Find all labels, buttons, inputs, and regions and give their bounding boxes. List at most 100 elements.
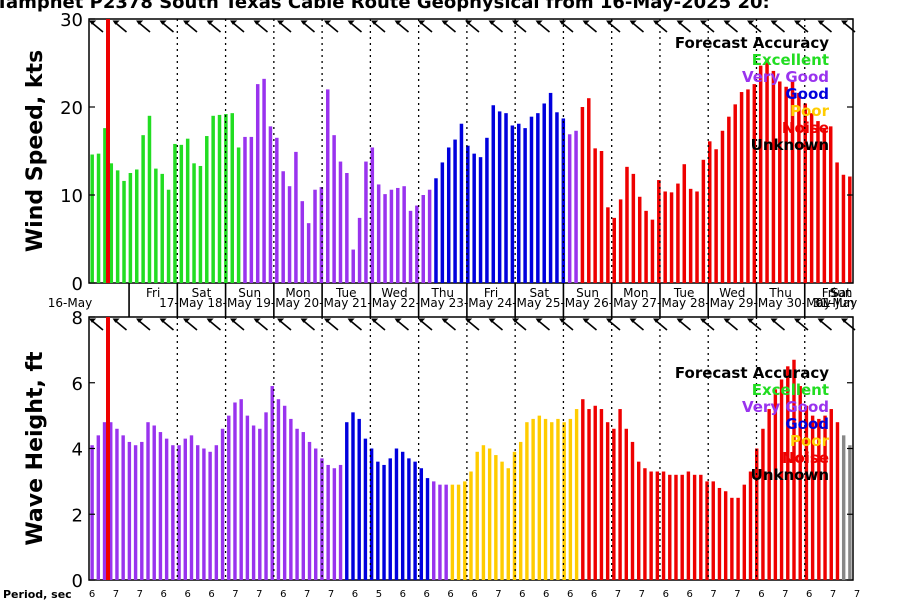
bar <box>122 180 126 283</box>
wind-arrowhead <box>253 318 261 323</box>
bar <box>158 432 163 580</box>
wind-arrowhead <box>488 318 496 323</box>
bar <box>183 438 187 580</box>
wind-arrowhead <box>136 20 144 25</box>
bar <box>680 474 684 580</box>
bar <box>625 166 629 283</box>
bar <box>173 143 177 283</box>
bar <box>494 455 498 580</box>
bar <box>755 448 759 580</box>
legend-entry: Very Good <box>742 398 829 416</box>
bar <box>233 402 237 580</box>
bar <box>773 389 778 580</box>
bar <box>797 92 801 283</box>
bar <box>338 464 343 580</box>
bar <box>612 217 616 283</box>
bar <box>525 422 529 580</box>
bar <box>512 451 517 580</box>
date-label: 19-May <box>256 296 300 310</box>
bar <box>655 471 660 580</box>
wind-arrowhead <box>747 318 755 323</box>
day-label: Sun <box>238 286 261 300</box>
bar <box>723 491 728 580</box>
bar <box>790 81 795 283</box>
bar <box>779 379 784 580</box>
bar <box>357 418 361 580</box>
bar <box>581 399 585 580</box>
wind-arrowhead <box>582 318 590 323</box>
bar <box>739 92 744 283</box>
day-label: Wed <box>381 286 407 300</box>
period-value: 7 <box>232 589 238 600</box>
wind-arrowhead <box>347 20 355 25</box>
bar <box>227 415 231 581</box>
wind-arrowhead <box>723 318 731 323</box>
date-label: 17-May <box>159 296 203 310</box>
bar <box>109 163 114 283</box>
bar <box>96 153 101 283</box>
bar <box>475 451 479 580</box>
bar <box>510 125 515 283</box>
bar <box>574 409 579 580</box>
wind-arrowhead <box>277 318 285 323</box>
y-tick-label: 8 <box>72 308 83 329</box>
bar <box>504 113 508 283</box>
bar <box>179 144 184 283</box>
wind-arrowhead <box>794 318 802 323</box>
bar <box>345 173 349 283</box>
day-label: Mon <box>285 286 310 300</box>
bar <box>612 428 616 580</box>
wind-arrowhead <box>89 20 97 25</box>
date-label: 24-May <box>497 296 541 310</box>
bar <box>778 81 782 283</box>
legend-entry: Noise <box>782 449 829 467</box>
bar <box>822 129 827 283</box>
bar <box>841 435 846 580</box>
bar <box>314 448 318 580</box>
wind-arrowhead <box>794 20 802 25</box>
bar <box>251 425 256 580</box>
bar <box>758 65 763 283</box>
period-value: 6 <box>591 589 597 600</box>
wind-arrowhead <box>770 318 778 323</box>
bar <box>245 415 250 581</box>
wind-arrowhead <box>676 20 684 25</box>
bar <box>198 165 203 283</box>
bar <box>742 484 747 580</box>
period-value: 6 <box>400 589 406 600</box>
bar <box>714 149 718 283</box>
day-label: Tue <box>335 286 357 300</box>
bar <box>109 422 113 580</box>
bar <box>798 386 802 580</box>
date-label: 26-May <box>593 296 637 310</box>
bar <box>415 205 419 283</box>
bar <box>618 199 623 283</box>
period-value: 6 <box>806 589 812 600</box>
bar <box>90 445 94 580</box>
wind-arrowhead <box>841 318 849 323</box>
bar <box>220 428 225 580</box>
wind-arrowhead <box>817 318 825 323</box>
bar <box>568 418 573 580</box>
wind-arrowhead <box>324 20 332 25</box>
date-label: 21-May <box>352 296 396 310</box>
period-value: 7 <box>137 589 143 600</box>
date-label: 28-May <box>690 296 734 310</box>
y-tick-label: 20 <box>60 98 83 119</box>
legend-entry: Good <box>785 85 829 103</box>
bar <box>841 174 846 283</box>
bar <box>649 471 653 580</box>
bar <box>657 180 661 283</box>
bar <box>338 161 343 283</box>
period-value: 7 <box>734 589 740 600</box>
bar <box>736 497 740 580</box>
y-tick-label: 0 <box>72 571 83 592</box>
bar <box>637 461 641 580</box>
bar <box>668 474 672 580</box>
bar <box>727 116 731 284</box>
period-value: 7 <box>495 589 501 600</box>
bar <box>396 187 400 283</box>
period-value: 6 <box>758 589 764 600</box>
bar <box>472 153 476 283</box>
bar <box>383 194 387 283</box>
